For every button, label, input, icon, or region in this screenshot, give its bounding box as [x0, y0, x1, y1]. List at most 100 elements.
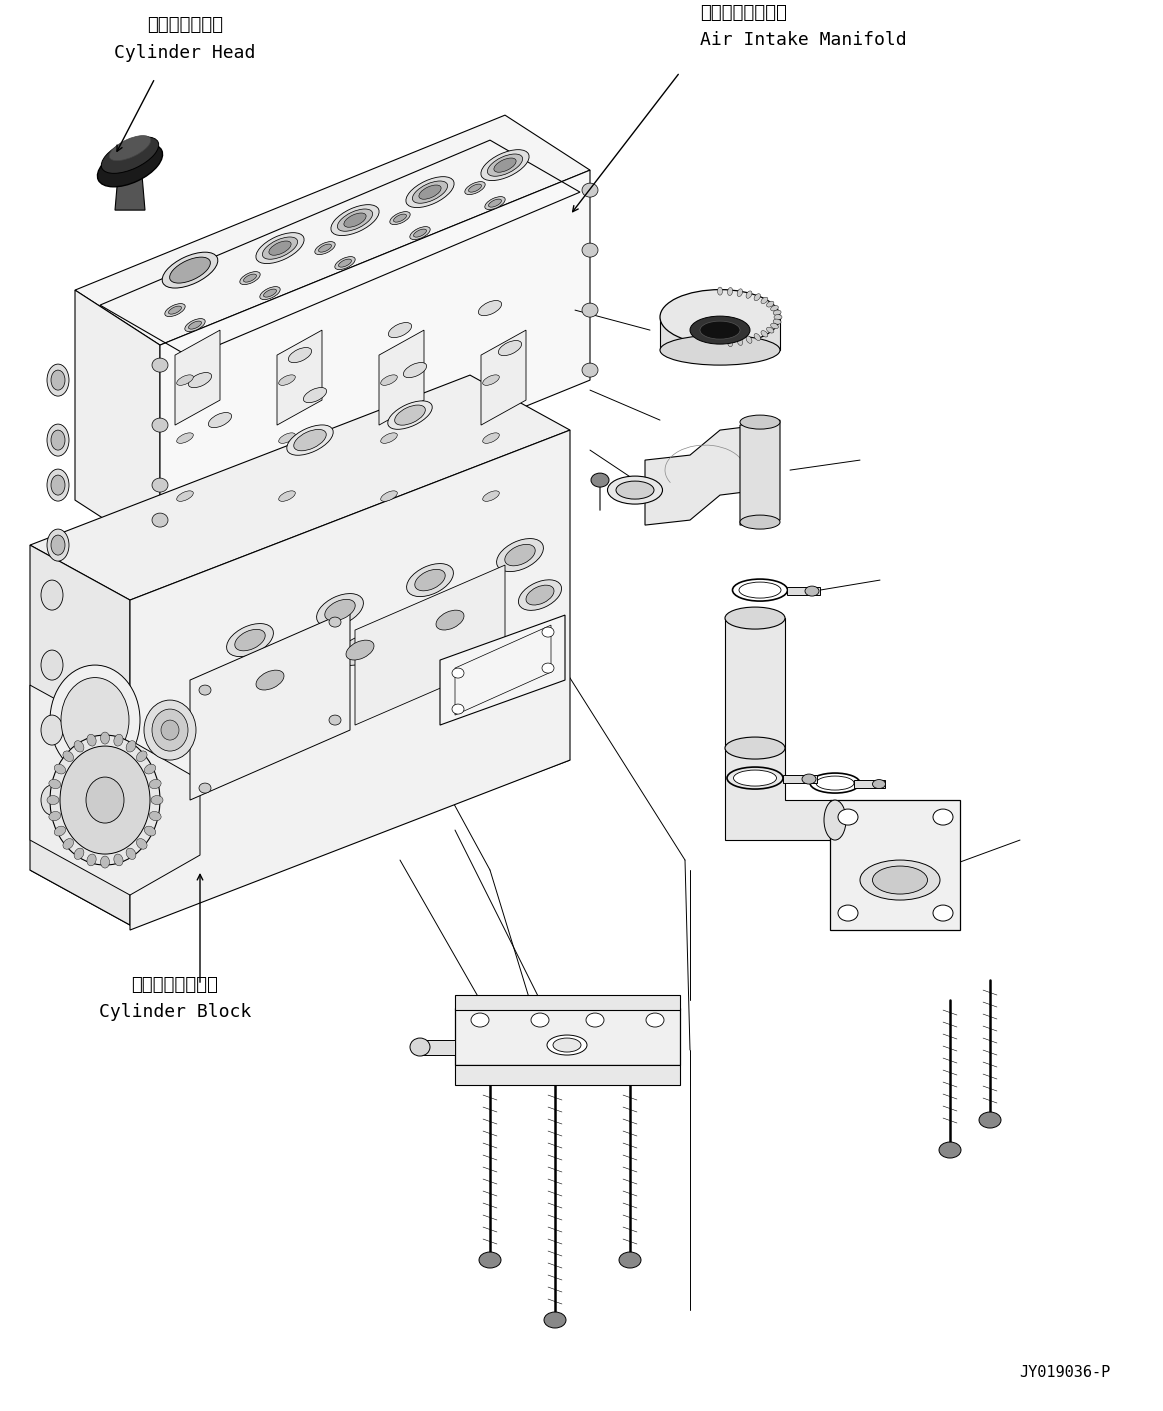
- Polygon shape: [174, 330, 220, 425]
- Ellipse shape: [415, 570, 445, 591]
- Ellipse shape: [872, 866, 928, 895]
- Ellipse shape: [235, 629, 265, 650]
- Ellipse shape: [939, 1141, 961, 1158]
- Ellipse shape: [152, 514, 167, 528]
- Ellipse shape: [177, 433, 193, 443]
- Polygon shape: [130, 430, 570, 930]
- Ellipse shape: [49, 779, 60, 789]
- Ellipse shape: [825, 800, 846, 840]
- Ellipse shape: [151, 796, 163, 804]
- Polygon shape: [481, 330, 526, 425]
- Polygon shape: [725, 748, 835, 840]
- Ellipse shape: [329, 715, 341, 725]
- Ellipse shape: [388, 323, 412, 337]
- Ellipse shape: [188, 322, 201, 329]
- Ellipse shape: [149, 779, 162, 789]
- Ellipse shape: [737, 289, 742, 296]
- Ellipse shape: [256, 233, 304, 264]
- Ellipse shape: [101, 137, 158, 174]
- Ellipse shape: [60, 746, 150, 854]
- Ellipse shape: [406, 176, 454, 207]
- Ellipse shape: [933, 904, 952, 921]
- Ellipse shape: [335, 257, 355, 270]
- Ellipse shape: [488, 199, 501, 207]
- Ellipse shape: [771, 306, 778, 310]
- Ellipse shape: [725, 607, 785, 629]
- Ellipse shape: [63, 838, 73, 849]
- Polygon shape: [74, 291, 160, 555]
- Ellipse shape: [754, 333, 761, 340]
- Polygon shape: [30, 710, 570, 926]
- Ellipse shape: [288, 347, 312, 363]
- Ellipse shape: [199, 783, 211, 793]
- Polygon shape: [74, 116, 590, 346]
- Polygon shape: [160, 171, 590, 555]
- Text: JY019036-P: JY019036-P: [1019, 1364, 1110, 1380]
- Polygon shape: [30, 375, 570, 600]
- Ellipse shape: [487, 154, 522, 176]
- Ellipse shape: [100, 856, 109, 868]
- Ellipse shape: [47, 468, 69, 501]
- Ellipse shape: [240, 272, 261, 285]
- Ellipse shape: [41, 785, 63, 816]
- Ellipse shape: [933, 809, 952, 825]
- Ellipse shape: [185, 319, 205, 332]
- Ellipse shape: [338, 635, 381, 666]
- Ellipse shape: [771, 323, 778, 329]
- Ellipse shape: [279, 433, 295, 443]
- Ellipse shape: [745, 291, 752, 298]
- Ellipse shape: [304, 388, 327, 402]
- Ellipse shape: [152, 358, 167, 373]
- Polygon shape: [740, 420, 780, 525]
- Ellipse shape: [269, 241, 291, 255]
- Ellipse shape: [294, 429, 327, 450]
- Ellipse shape: [547, 1036, 587, 1055]
- Ellipse shape: [552, 1038, 582, 1053]
- Ellipse shape: [249, 665, 292, 696]
- Ellipse shape: [872, 779, 885, 789]
- Ellipse shape: [616, 481, 654, 499]
- Ellipse shape: [469, 183, 481, 192]
- Ellipse shape: [144, 825, 156, 835]
- Polygon shape: [783, 775, 816, 783]
- Ellipse shape: [315, 241, 335, 254]
- Ellipse shape: [739, 583, 782, 598]
- Ellipse shape: [87, 734, 97, 746]
- Ellipse shape: [114, 854, 123, 866]
- Ellipse shape: [740, 515, 780, 529]
- Ellipse shape: [805, 586, 819, 595]
- Ellipse shape: [582, 363, 598, 377]
- Ellipse shape: [41, 715, 63, 745]
- Ellipse shape: [177, 491, 193, 501]
- Ellipse shape: [413, 181, 448, 203]
- Polygon shape: [190, 610, 350, 800]
- Ellipse shape: [86, 777, 124, 823]
- Ellipse shape: [380, 375, 398, 385]
- Ellipse shape: [728, 288, 733, 295]
- Ellipse shape: [494, 158, 516, 172]
- Ellipse shape: [74, 848, 84, 859]
- Ellipse shape: [542, 626, 554, 638]
- Polygon shape: [277, 330, 322, 425]
- Ellipse shape: [979, 1112, 1001, 1127]
- Ellipse shape: [264, 289, 277, 298]
- Ellipse shape: [607, 476, 663, 504]
- Ellipse shape: [734, 770, 777, 786]
- Ellipse shape: [483, 491, 499, 501]
- Ellipse shape: [263, 237, 298, 260]
- Ellipse shape: [802, 775, 816, 785]
- Ellipse shape: [419, 185, 441, 199]
- Ellipse shape: [761, 298, 768, 303]
- Ellipse shape: [243, 274, 257, 282]
- Ellipse shape: [152, 478, 167, 492]
- Ellipse shape: [279, 491, 295, 501]
- Text: Air Intake Manifold: Air Intake Manifold: [700, 31, 907, 49]
- Ellipse shape: [177, 375, 193, 385]
- Ellipse shape: [170, 257, 211, 284]
- Ellipse shape: [199, 686, 211, 696]
- Ellipse shape: [428, 605, 471, 635]
- Ellipse shape: [47, 529, 69, 562]
- Ellipse shape: [162, 253, 217, 288]
- Ellipse shape: [74, 741, 84, 752]
- Polygon shape: [30, 545, 130, 926]
